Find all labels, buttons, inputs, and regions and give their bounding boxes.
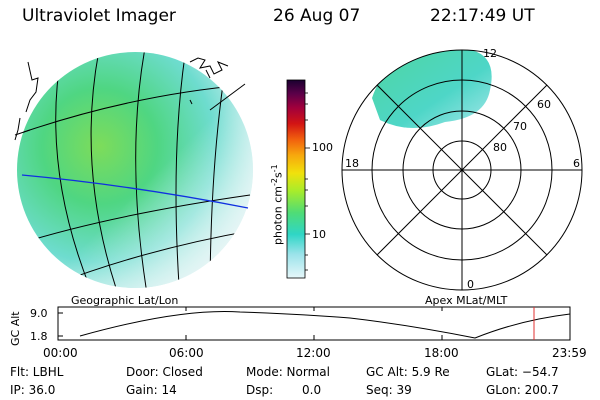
- door-label: Door: Closed: [126, 365, 203, 379]
- mlat-label-80: 80: [493, 141, 507, 154]
- apex-label: Apex MLat/MLT: [425, 294, 508, 307]
- instrument-title: Ultraviolet Imager: [22, 6, 176, 26]
- dsp-label: Dsp:: [246, 383, 274, 397]
- colorbar-units: photon cm-2s-1: [270, 164, 285, 245]
- mlt-label-18: 18: [345, 157, 359, 170]
- x-tick-0600: 06:00: [169, 346, 204, 360]
- mlat-label-70: 70: [513, 120, 527, 133]
- ip-label: IP: 36.0: [10, 383, 56, 397]
- x-tick-1800: 18:00: [424, 346, 459, 360]
- filter-label: Flt: LBHL: [10, 365, 64, 379]
- coastline: [14, 57, 229, 141]
- gain-label: Gain: 14: [126, 383, 177, 397]
- colorbar-tick-10: 10: [312, 228, 326, 241]
- mlt-label-0: 0: [467, 278, 474, 291]
- gc-alt-label: GC Alt: 5.9 Re: [366, 365, 450, 379]
- boundary-line: [21, 174, 249, 209]
- glon-label: GLon: 200.7: [486, 383, 559, 397]
- y-tick-1-8: 1.8: [30, 330, 48, 343]
- y-tick-9: 9.0: [30, 307, 48, 320]
- dsp-value: 0.0: [302, 383, 322, 397]
- gc-alt-axis-label: GC Alt: [9, 311, 22, 346]
- colorbar: [286, 79, 306, 279]
- x-tick-1200: 12:00: [296, 346, 331, 360]
- mlt-label-6: 6: [573, 157, 580, 170]
- glat-label: GLat: −54.7: [486, 365, 559, 379]
- mode-label: Mode: Normal: [246, 365, 330, 379]
- x-tick-0000: 00:00: [43, 346, 78, 360]
- colorbar-tick-100: 100: [312, 141, 333, 154]
- geographic-label: Geographic Lat/Lon: [71, 294, 179, 307]
- mlt-label-12: 12: [483, 47, 497, 60]
- seq-label: Seq: 39: [366, 383, 412, 397]
- mlat-label-60: 60: [537, 98, 551, 111]
- observation-date: 26 Aug 07: [273, 6, 361, 26]
- polar-grid: [341, 49, 583, 291]
- x-tick-2359: 23:59: [552, 346, 587, 360]
- altitude-curve: [79, 311, 571, 339]
- observation-time: 22:17:49 UT: [430, 6, 535, 26]
